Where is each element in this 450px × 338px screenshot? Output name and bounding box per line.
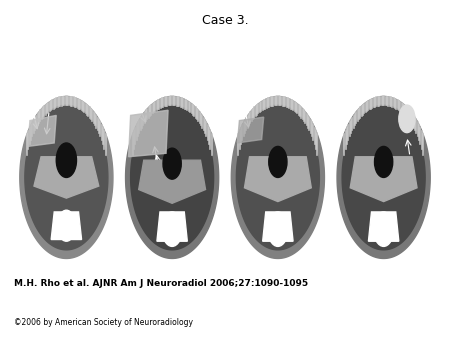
Circle shape bbox=[163, 148, 181, 179]
Text: C: C bbox=[231, 247, 239, 257]
Text: A: A bbox=[20, 247, 28, 257]
Polygon shape bbox=[25, 105, 108, 250]
Text: Case 3.: Case 3. bbox=[202, 14, 248, 26]
Polygon shape bbox=[342, 105, 425, 250]
Polygon shape bbox=[126, 96, 219, 259]
Polygon shape bbox=[157, 212, 187, 241]
Polygon shape bbox=[130, 105, 214, 250]
Circle shape bbox=[56, 143, 76, 177]
Circle shape bbox=[269, 146, 287, 177]
Polygon shape bbox=[231, 96, 324, 259]
Circle shape bbox=[399, 105, 415, 132]
Polygon shape bbox=[51, 212, 81, 240]
Polygon shape bbox=[139, 160, 206, 203]
Circle shape bbox=[268, 212, 288, 246]
Circle shape bbox=[374, 146, 393, 177]
Text: D: D bbox=[337, 247, 346, 257]
Text: M.H. Rho et al. AJNR Am J Neuroradiol 2006;27:1090-1095: M.H. Rho et al. AJNR Am J Neuroradiol 20… bbox=[14, 279, 308, 288]
Polygon shape bbox=[350, 157, 417, 201]
Circle shape bbox=[57, 210, 76, 241]
Text: AMERICAN JOURNAL OF NEURORADIOLOGY: AMERICAN JOURNAL OF NEURORADIOLOGY bbox=[287, 313, 406, 318]
Polygon shape bbox=[20, 96, 113, 259]
Polygon shape bbox=[129, 110, 168, 157]
Polygon shape bbox=[263, 212, 293, 241]
Text: AJNR: AJNR bbox=[312, 282, 381, 306]
Polygon shape bbox=[34, 157, 99, 198]
Text: B: B bbox=[126, 247, 134, 257]
Polygon shape bbox=[244, 157, 311, 201]
Polygon shape bbox=[238, 117, 264, 143]
Polygon shape bbox=[28, 115, 56, 146]
Polygon shape bbox=[236, 105, 320, 250]
Text: ©2006 by American Society of Neuroradiology: ©2006 by American Society of Neuroradiol… bbox=[14, 318, 193, 327]
Circle shape bbox=[374, 212, 394, 246]
Circle shape bbox=[162, 212, 182, 246]
Polygon shape bbox=[337, 96, 430, 259]
Polygon shape bbox=[369, 212, 399, 241]
